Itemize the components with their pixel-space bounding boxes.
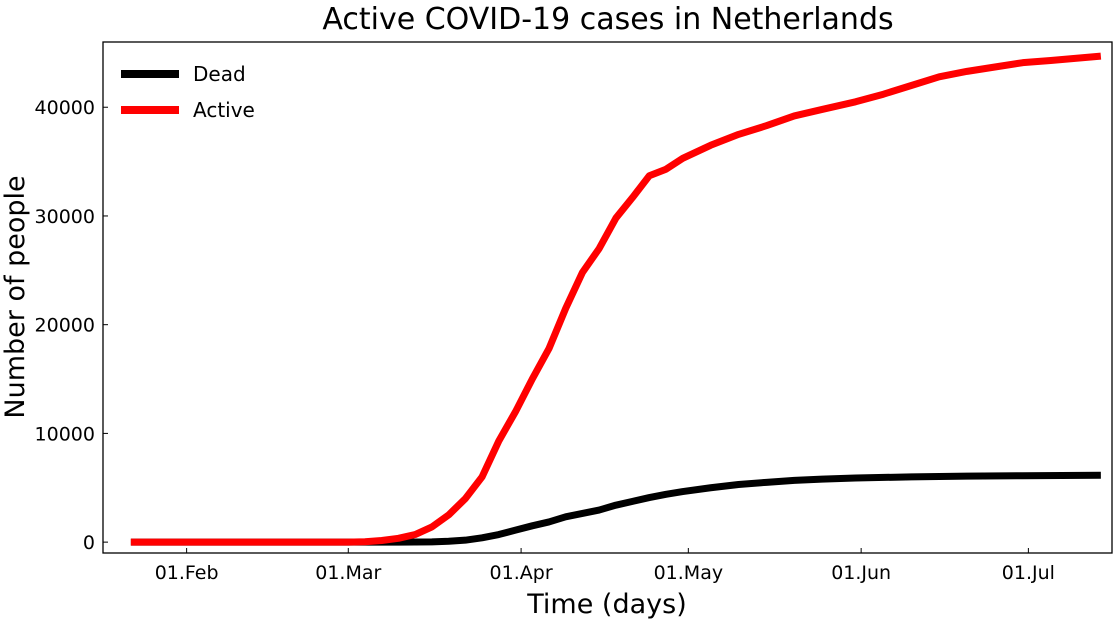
- legend: Dead Active: [121, 62, 255, 122]
- plot-frame: [102, 41, 1113, 554]
- chart-title: Active COVID-19 cases in Netherlands: [322, 2, 893, 37]
- x-tick-label: 01.Mar: [315, 562, 381, 584]
- legend-label-dead: Dead: [193, 62, 246, 86]
- x-tick-label: 01.Jun: [831, 562, 891, 584]
- y-tick-label: 40000: [35, 97, 95, 119]
- y-tick-label: 0: [83, 532, 95, 554]
- series-line-dead: [130, 471, 1101, 546]
- series-line-active: [130, 52, 1102, 546]
- x-tick-label: 01.Apr: [490, 562, 553, 584]
- plot-area: 01.Feb 01.Mar 01.Apr 01.May 01.Jun 01.Jul 0 100…: [35, 41, 1113, 584]
- x-axis-label: Time (days): [526, 589, 686, 620]
- x-tick-label: 01.May: [654, 562, 724, 584]
- y-tick-label: 10000: [35, 423, 95, 445]
- x-tick-label: 01.Feb: [155, 562, 219, 584]
- x-tick-label: 01.Jul: [1002, 562, 1055, 584]
- y-tick-label: 30000: [35, 206, 95, 228]
- y-tick-label: 20000: [35, 315, 95, 337]
- y-axis-label: Number of people: [0, 175, 31, 418]
- legend-label-active: Active: [193, 98, 255, 122]
